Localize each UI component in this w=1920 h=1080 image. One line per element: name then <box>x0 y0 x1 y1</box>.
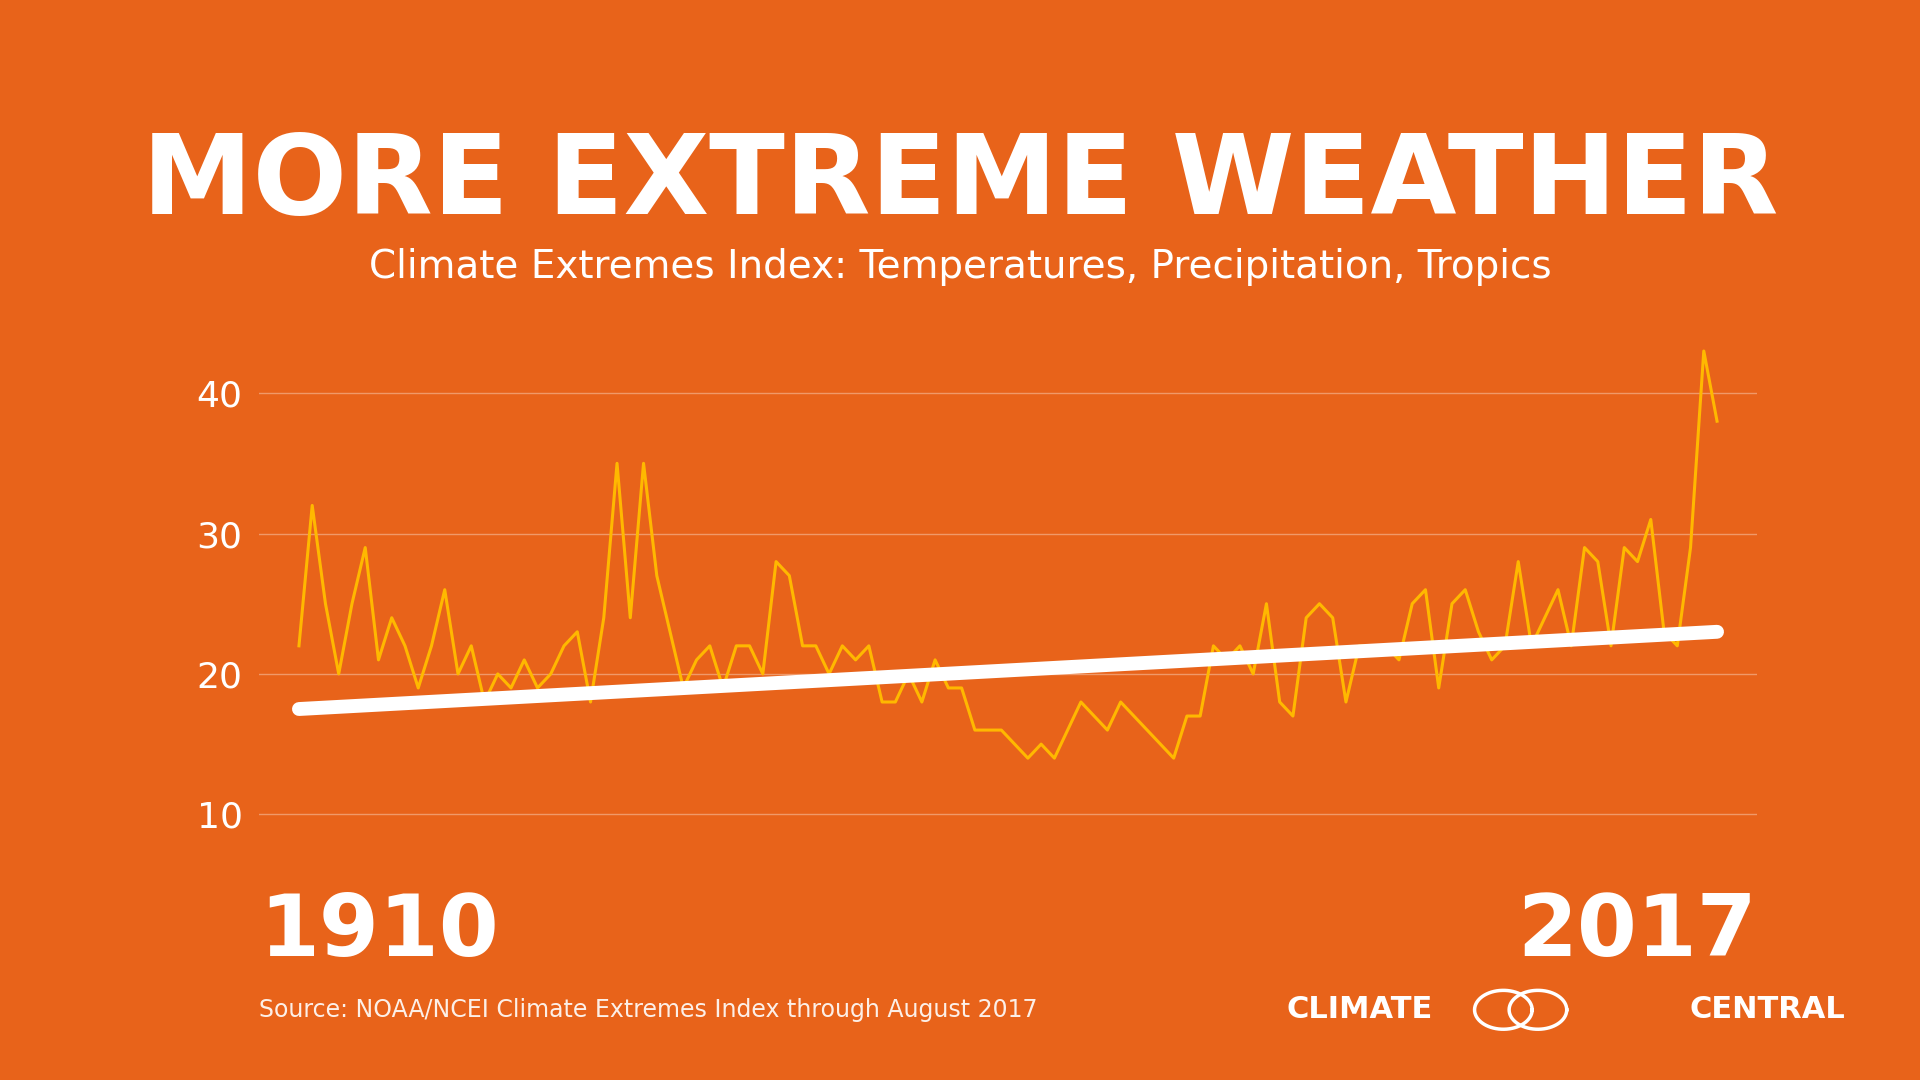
Text: 2017: 2017 <box>1517 891 1757 974</box>
Text: Climate Extremes Index: Temperatures, Precipitation, Tropics: Climate Extremes Index: Temperatures, Pr… <box>369 248 1551 286</box>
Text: MORE EXTREME WEATHER: MORE EXTREME WEATHER <box>142 130 1778 237</box>
Text: 1910: 1910 <box>259 891 499 974</box>
Text: CENTRAL: CENTRAL <box>1690 996 1845 1024</box>
Text: CLIMATE: CLIMATE <box>1286 996 1432 1024</box>
Text: Source: NOAA/NCEI Climate Extremes Index through August 2017: Source: NOAA/NCEI Climate Extremes Index… <box>259 998 1037 1022</box>
